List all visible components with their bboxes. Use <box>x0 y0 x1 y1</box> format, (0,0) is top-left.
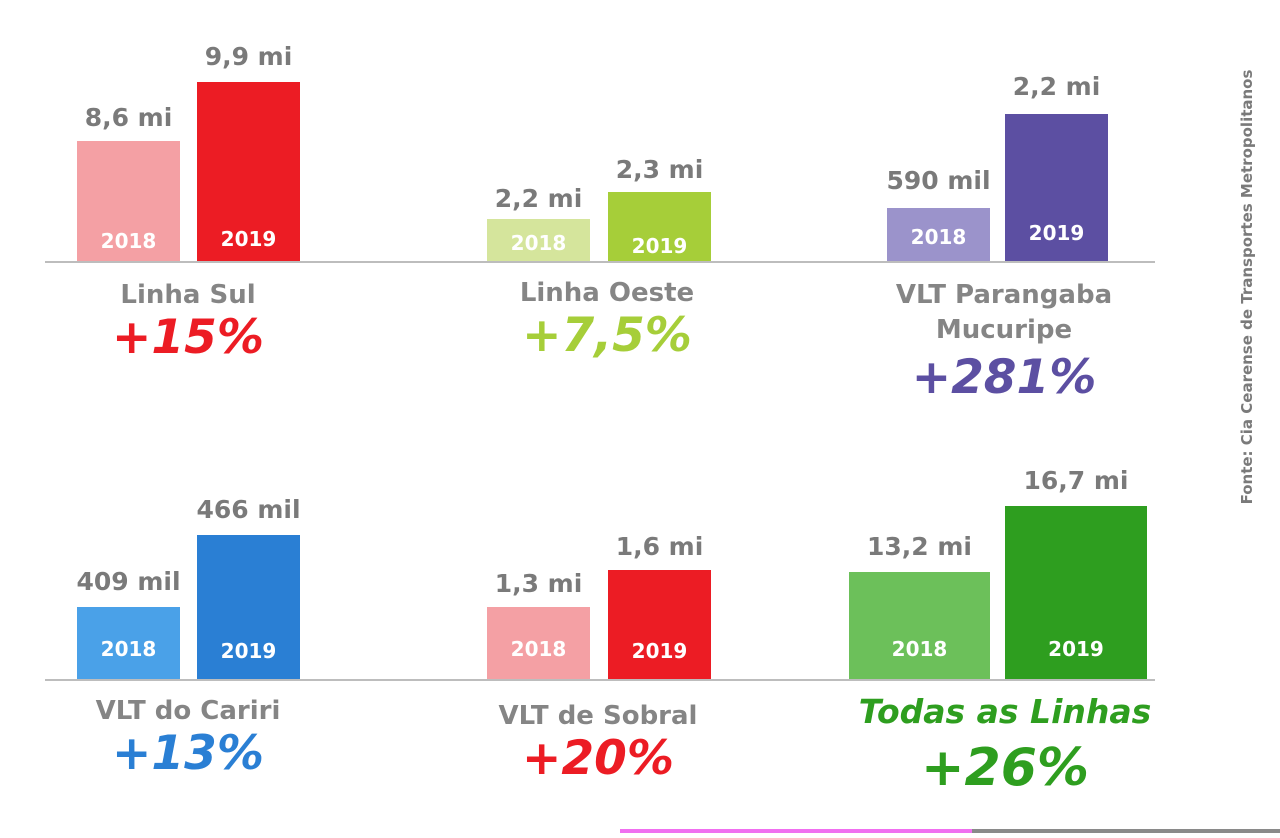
linha-oeste-year-label-2019: 2019 <box>631 234 688 258</box>
linha-oeste-title: Linha Oeste <box>519 278 695 308</box>
vlt-do-cariri-bar-2019: 2019 <box>197 535 300 679</box>
linha-oeste-bar-2018: 2018 <box>487 219 590 261</box>
linha-oeste-bar-2019: 2019 <box>608 192 711 261</box>
linha-oeste-value-label-2018: 2,2 mi <box>494 184 583 213</box>
todas-as-linhas-bar-2018: 2018 <box>849 572 990 679</box>
linha-oeste-year-label-2018: 2018 <box>510 231 567 255</box>
todas-as-linhas-change: +26% <box>920 738 1090 798</box>
vlt-parangaba-mucuripe-year-label-2018: 2018 <box>910 225 967 249</box>
linha-sul-bar-2018: 2018 <box>77 141 180 261</box>
linha-sul-change: +15% <box>112 310 264 365</box>
vlt-parangaba-mucuripe-value-label-2019: 2,2 mi <box>1012 72 1101 101</box>
vlt-parangaba-mucuripe-year-label-2019: 2019 <box>1028 221 1085 245</box>
todas-as-linhas-year-label-2018: 2018 <box>891 637 948 661</box>
linha-oeste-value-label-2019: 2,3 mi <box>615 155 704 184</box>
vlt-parangaba-mucuripe-change: +281% <box>911 350 1097 405</box>
vlt-parangaba-mucuripe-title: VLT Parangaba Mucuripe <box>895 280 1113 345</box>
linha-sul-bar-2019: 2019 <box>197 82 300 261</box>
vlt-parangaba-mucuripe-value-label-2018: 590 mil <box>886 166 991 195</box>
vlt-do-cariri-bar-2018: 2018 <box>77 607 180 679</box>
footer-accent-line <box>620 829 972 833</box>
vlt-de-sobral-change: +20% <box>522 731 674 786</box>
vlt-de-sobral-year-label-2019: 2019 <box>631 639 688 663</box>
vlt-de-sobral-bar-2018: 2018 <box>487 607 590 679</box>
vlt-de-sobral-baseline <box>430 679 780 681</box>
vlt-do-cariri-baseline <box>45 679 445 681</box>
todas-as-linhas-value-label-2018: 13,2 mi <box>866 532 972 561</box>
linha-sul-year-label-2018: 2018 <box>100 229 157 253</box>
linha-sul-title: Linha Sul <box>120 280 256 310</box>
footer-gray-line <box>972 829 1280 833</box>
todas-as-linhas-title: Todas as Linhas <box>858 692 1152 731</box>
linha-oeste-baseline <box>430 261 780 263</box>
vlt-do-cariri-change: +13% <box>112 726 264 781</box>
vlt-do-cariri-title: VLT do Cariri <box>95 696 281 726</box>
vlt-do-cariri-year-label-2019: 2019 <box>220 639 277 663</box>
todas-as-linhas-baseline <box>780 679 1155 681</box>
vlt-de-sobral-value-label-2018: 1,3 mi <box>494 569 583 598</box>
linha-oeste-change: +7,5% <box>522 308 692 363</box>
vlt-de-sobral-value-label-2019: 1,6 mi <box>615 532 704 561</box>
linha-sul-value-label-2018: 8,6 mi <box>84 103 173 132</box>
todas-as-linhas-year-label-2019: 2019 <box>1048 637 1104 661</box>
vlt-parangaba-mucuripe-bar-2019: 2019 <box>1005 114 1108 261</box>
todas-as-linhas-value-label-2019: 16,7 mi <box>1023 466 1129 495</box>
linha-sul-baseline <box>45 261 445 263</box>
todas-as-linhas-bar-2019: 2019 <box>1005 506 1147 679</box>
vlt-parangaba-mucuripe-baseline <box>780 261 1155 263</box>
source-note: Fonte: Cia Cearense de Transportes Metro… <box>1238 69 1256 505</box>
linha-sul-year-label-2019: 2019 <box>220 227 277 251</box>
vlt-de-sobral-year-label-2018: 2018 <box>510 637 567 661</box>
vlt-de-sobral-title: VLT de Sobral <box>498 701 698 731</box>
linha-sul-value-label-2019: 9,9 mi <box>204 42 293 71</box>
vlt-do-cariri-year-label-2018: 2018 <box>100 637 157 661</box>
vlt-do-cariri-value-label-2019: 466 mil <box>196 495 301 524</box>
vlt-parangaba-mucuripe-bar-2018: 2018 <box>887 208 990 261</box>
vlt-do-cariri-value-label-2018: 409 mil <box>76 567 181 596</box>
vlt-de-sobral-bar-2019: 2019 <box>608 570 711 679</box>
